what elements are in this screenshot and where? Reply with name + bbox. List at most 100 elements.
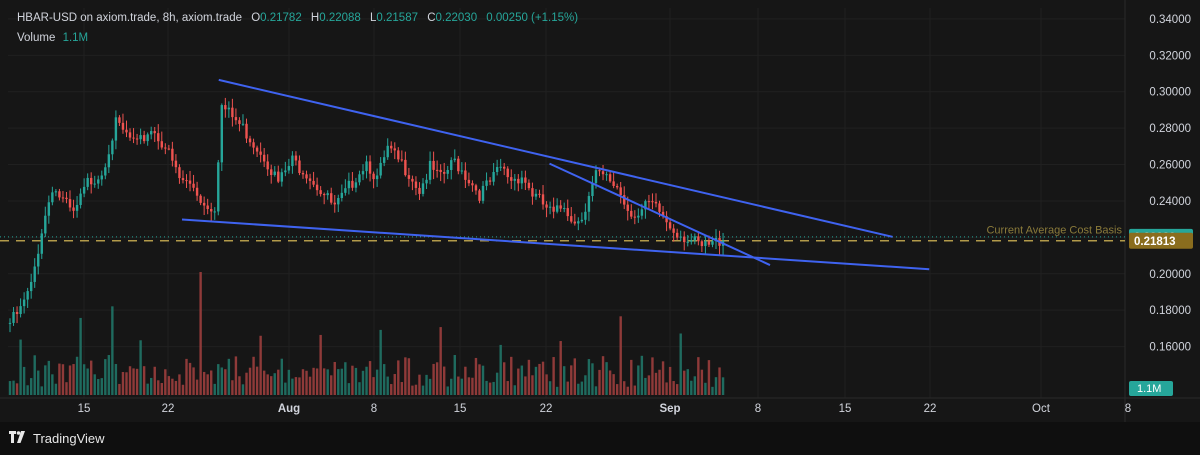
volume-bar [446, 386, 449, 395]
candle-body [199, 195, 202, 203]
volume-bar [460, 378, 464, 395]
volume-bar [29, 378, 33, 395]
volume-bar [26, 385, 29, 395]
candle-body [100, 175, 103, 180]
candle-body [485, 180, 488, 186]
volume-bar [287, 369, 291, 395]
volume-bar [8, 381, 12, 395]
candle-body [665, 216, 668, 223]
candle-body [252, 142, 255, 148]
volume-bar [651, 357, 654, 395]
candle-body [248, 138, 252, 143]
volume-bar [570, 365, 573, 395]
price-chart[interactable]: Current Average Cost Basis 0.34000 0.3200… [0, 0, 1200, 422]
chart-legend: HBAR-USD on axiom.trade, 8h, axiom.trade… [17, 8, 578, 48]
candle-body [453, 158, 456, 161]
volume-bar [33, 355, 36, 395]
volume-bar [488, 382, 492, 395]
candle-body [344, 188, 347, 193]
volume-bar [220, 367, 223, 395]
volume-bar [524, 376, 527, 395]
volume-bar [153, 366, 156, 395]
volume-bar [12, 380, 15, 395]
volume-bar [450, 378, 453, 395]
candle-body [432, 160, 435, 170]
time-axis[interactable]: 15 22 Aug 8 15 22 Sep 8 15 22 Oct 8 [78, 403, 1132, 415]
volume-bar [241, 384, 245, 395]
volume-bar [217, 364, 220, 395]
time-tick-label: Aug [278, 403, 300, 415]
candle-body [224, 105, 227, 110]
volume-bar [224, 369, 227, 395]
volume-bar [294, 377, 298, 395]
volume-bar [37, 370, 40, 395]
time-tick-label: 22 [162, 403, 175, 415]
candle-body [245, 123, 248, 139]
lower-wedge-line [181, 218, 930, 271]
candle-body [319, 190, 322, 195]
tradingview-logo[interactable]: TradingView [9, 430, 105, 446]
candle-body [711, 241, 714, 245]
candle-body [619, 187, 622, 196]
open-label: O [251, 12, 261, 24]
volume-bar [72, 364, 75, 395]
candle-body [707, 241, 711, 245]
candle-body [457, 158, 460, 172]
volume-label-text: 1.1M [1137, 383, 1161, 395]
volume-bar [647, 375, 651, 395]
candle-body [273, 171, 276, 175]
volume-bar [89, 360, 93, 395]
volume-bar [213, 383, 216, 395]
change-value: 0.00250 (+1.15%) [486, 12, 579, 24]
volume-bar [474, 357, 478, 395]
candle-body [541, 194, 545, 205]
volume-bar [333, 361, 336, 395]
volume-bar [379, 329, 382, 395]
symbol-title[interactable]: HBAR-USD on axiom.trade, 8h, axiom.trade [17, 12, 242, 24]
volume-bar [280, 358, 284, 395]
volume-bar [82, 364, 86, 395]
candle-body [608, 174, 612, 182]
candle-body [121, 122, 125, 130]
volume-legend-value: 1.1M [62, 32, 89, 44]
volume-bar [150, 377, 153, 395]
candle-body [280, 172, 284, 182]
candle-body [481, 185, 485, 201]
grid-lines [0, 0, 1200, 422]
candle-body [700, 241, 704, 247]
volume-bar [195, 379, 199, 395]
volume-bar [520, 365, 524, 395]
candle-body [217, 162, 220, 212]
volume-bar [411, 385, 414, 395]
price-tick-label: 0.34000 [1149, 14, 1191, 26]
candle-body [157, 133, 160, 142]
candle-body [347, 180, 351, 189]
price-axis[interactable]: 0.34000 0.32000 0.30000 0.28000 0.26000 0.240… [1149, 14, 1191, 354]
volume-bar [400, 382, 404, 395]
candle-body [238, 120, 241, 124]
volume-bar [234, 356, 238, 395]
candle-body [132, 137, 135, 139]
volume-bar [305, 370, 308, 395]
price-tick-label: 0.26000 [1149, 160, 1191, 172]
volume-bar [668, 366, 672, 395]
volume-bar [361, 370, 365, 395]
candle-body [206, 205, 209, 210]
candle-body [68, 199, 72, 208]
volume-bar [206, 374, 209, 395]
volume-bar [128, 366, 132, 395]
trendlines[interactable] [181, 78, 930, 271]
footer-bar: TradingView [0, 422, 1200, 455]
open-value: 0.21782 [260, 12, 302, 24]
candle-body [340, 192, 344, 199]
candle-body [580, 219, 584, 222]
candle-body [460, 170, 464, 172]
candle-body [97, 179, 100, 184]
candle-body [202, 202, 206, 206]
volume-bar [146, 383, 149, 395]
volume-legend-label[interactable]: Volume [17, 32, 56, 44]
volume-bar [139, 340, 142, 395]
candle-body [693, 236, 697, 241]
candle-body [185, 180, 188, 182]
candle-body [104, 167, 107, 176]
